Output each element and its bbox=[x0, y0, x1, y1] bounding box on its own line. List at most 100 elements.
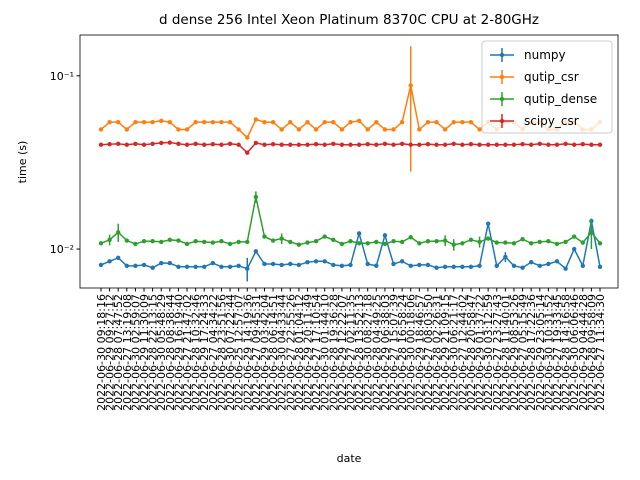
data-point bbox=[193, 264, 198, 269]
legend-label: scipy_csr bbox=[524, 114, 579, 128]
data-point bbox=[442, 142, 448, 147]
data-point bbox=[460, 264, 465, 269]
x-tick-label: 2022-06-28 09:58:09 bbox=[585, 294, 598, 411]
data-point bbox=[133, 241, 138, 247]
data-point bbox=[107, 237, 112, 243]
data-point bbox=[417, 142, 422, 147]
data-point bbox=[167, 119, 173, 125]
data-point bbox=[288, 142, 293, 147]
x-tick-label: 2022-06-30 09:18:16 bbox=[95, 294, 108, 411]
data-point bbox=[374, 263, 379, 269]
data-point bbox=[339, 241, 345, 247]
data-point bbox=[597, 142, 603, 147]
data-point bbox=[511, 263, 517, 269]
data-point bbox=[313, 127, 319, 132]
data-point bbox=[141, 262, 147, 268]
data-point bbox=[563, 239, 568, 245]
data-point bbox=[219, 142, 224, 147]
data-point bbox=[408, 83, 413, 88]
data-point bbox=[580, 263, 585, 269]
legend-label: qutip_dense bbox=[524, 92, 597, 106]
data-point bbox=[184, 127, 190, 132]
series bbox=[98, 218, 603, 282]
data-point bbox=[253, 194, 259, 200]
data-point bbox=[348, 142, 353, 147]
data-point bbox=[468, 264, 474, 269]
data-point bbox=[202, 142, 207, 147]
data-point bbox=[210, 240, 216, 245]
data-point bbox=[348, 262, 353, 268]
x-tick-label: 2022-06-29 20:11:49 bbox=[301, 294, 314, 411]
data-point bbox=[399, 119, 405, 125]
data-point bbox=[184, 241, 190, 247]
data-point bbox=[365, 241, 370, 246]
data-point bbox=[503, 240, 508, 245]
data-point bbox=[322, 142, 327, 147]
data-point bbox=[210, 260, 216, 266]
data-point bbox=[141, 119, 147, 125]
x-tick-label: 2022-06-29 11:30:09 bbox=[138, 294, 151, 411]
data-point bbox=[356, 118, 362, 123]
data-point bbox=[116, 141, 121, 147]
data-point bbox=[245, 135, 250, 140]
data-point bbox=[382, 127, 388, 132]
data-point bbox=[477, 142, 482, 147]
data-point bbox=[124, 142, 130, 147]
data-point bbox=[313, 259, 319, 264]
data-point bbox=[417, 127, 422, 132]
data-point bbox=[442, 264, 448, 269]
data-point bbox=[460, 241, 465, 246]
data-point bbox=[503, 254, 508, 260]
y-tick-label: 10⁻¹ bbox=[50, 70, 74, 83]
data-point bbox=[391, 127, 396, 132]
data-point bbox=[159, 260, 164, 266]
x-tick-label: 2022-06-25 12:57:07 bbox=[233, 294, 246, 411]
series bbox=[98, 140, 603, 155]
data-point bbox=[262, 234, 267, 239]
data-point bbox=[176, 264, 181, 269]
data-point bbox=[245, 266, 250, 271]
data-point bbox=[528, 259, 534, 265]
x-tick-label: 2022-06-27 13:19:08 bbox=[121, 294, 134, 411]
data-point bbox=[382, 233, 388, 238]
data-point bbox=[133, 119, 138, 125]
x-tick-label: 2022-06-27 11:34:30 bbox=[594, 294, 607, 411]
x-tick-label: 2022-06-29 06:38:03 bbox=[379, 294, 392, 411]
legend-label: numpy bbox=[524, 48, 566, 62]
data-point bbox=[365, 127, 370, 132]
data-point bbox=[227, 264, 233, 269]
x-tick-label: 2022-06-30 03:12:59 bbox=[482, 294, 495, 411]
data-point bbox=[546, 239, 551, 244]
data-point bbox=[503, 142, 508, 147]
data-point bbox=[270, 119, 276, 125]
data-point bbox=[124, 238, 130, 243]
x-tick-label: 2022-06-29 01:37:22 bbox=[474, 294, 487, 411]
x-tick-label: 2022-06-28 13:52:13 bbox=[353, 294, 366, 411]
data-point bbox=[296, 127, 302, 132]
data-point bbox=[245, 150, 250, 155]
data-point bbox=[460, 142, 465, 147]
data-point bbox=[374, 142, 379, 147]
data-point bbox=[339, 263, 345, 269]
legend-box bbox=[481, 40, 613, 134]
data-point bbox=[236, 263, 241, 269]
legend-marker bbox=[499, 118, 505, 124]
x-tick-label: 2022-06-28 10:32:46 bbox=[190, 294, 203, 411]
data-point bbox=[520, 141, 525, 147]
data-point bbox=[219, 239, 224, 244]
data-point bbox=[348, 239, 353, 244]
legend-label: qutip_csr bbox=[524, 70, 579, 84]
x-tick-label: 2022-06-30 07:22:44 bbox=[224, 294, 237, 411]
data-point bbox=[571, 142, 577, 147]
data-point bbox=[141, 142, 147, 147]
data-point bbox=[296, 242, 302, 247]
data-point bbox=[279, 236, 284, 241]
x-axis-label: date bbox=[337, 452, 362, 465]
x-tick-label: 2022-06-29 21:09:15 bbox=[439, 294, 452, 411]
data-point bbox=[511, 241, 517, 246]
data-point bbox=[305, 119, 310, 125]
data-point bbox=[434, 119, 439, 125]
x-tick-label: 2022-06-30 06:21:17 bbox=[448, 294, 461, 411]
data-point bbox=[417, 241, 422, 246]
data-point bbox=[391, 239, 396, 244]
